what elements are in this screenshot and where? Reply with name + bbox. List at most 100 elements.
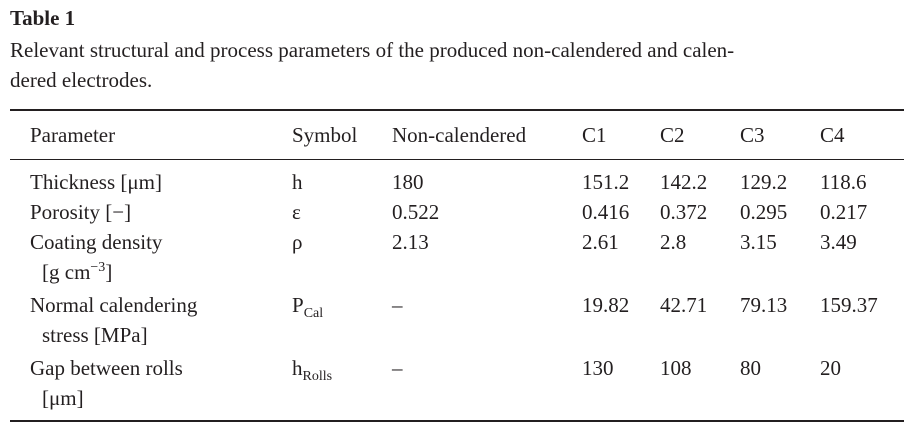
top-rule bbox=[10, 109, 904, 111]
parameter-text: Porosity [−] bbox=[30, 200, 132, 224]
value-cell: 3.49 bbox=[820, 230, 857, 254]
header-text: C3 bbox=[740, 123, 765, 147]
symbol-cell: hRolls bbox=[292, 356, 332, 384]
value-cell: 2.13 bbox=[392, 230, 429, 254]
header-cell: Parameter bbox=[30, 123, 115, 147]
symbol-cell: ρ bbox=[292, 230, 302, 254]
subscript: Cal bbox=[303, 306, 324, 322]
value-text: – bbox=[392, 293, 403, 317]
parameter-cell: Coating density bbox=[30, 230, 162, 254]
value-text: 151.2 bbox=[582, 170, 630, 194]
table-title: Table 1 bbox=[10, 6, 76, 30]
value-cell: 159.37 bbox=[820, 293, 878, 317]
value-cell: 142.2 bbox=[660, 170, 707, 194]
header-cell: C4 bbox=[820, 123, 845, 147]
parameter-text: Thickness [μm] bbox=[30, 170, 162, 194]
value-text: 0.522 bbox=[392, 200, 440, 224]
symbol-text: h bbox=[292, 170, 303, 194]
value-cell: – bbox=[392, 356, 403, 380]
symbol-text: ρ bbox=[292, 230, 303, 254]
value-text: 108 bbox=[660, 356, 692, 380]
value-cell: 151.2 bbox=[582, 170, 629, 194]
value-text: 19.82 bbox=[582, 293, 630, 317]
header-cell: C2 bbox=[660, 123, 685, 147]
value-text: 79.13 bbox=[740, 293, 788, 317]
value-text: 159.37 bbox=[820, 293, 878, 317]
value-text: 80 bbox=[740, 356, 761, 380]
bottom-rule bbox=[10, 420, 904, 422]
parameter-text: Coating density bbox=[30, 230, 163, 254]
symbol-text: ε bbox=[292, 200, 301, 224]
symbol-cell: PCal bbox=[292, 293, 323, 321]
header-text: Non-calendered bbox=[392, 123, 527, 147]
parameter-cell: [g cm−3] bbox=[42, 260, 112, 284]
value-text: 118.6 bbox=[820, 170, 867, 194]
value-text: 3.49 bbox=[820, 230, 857, 254]
value-text: 20 bbox=[820, 356, 841, 380]
value-text: 0.217 bbox=[820, 200, 868, 224]
value-cell: 108 bbox=[660, 356, 692, 380]
symbol-text: P bbox=[292, 293, 304, 317]
header-text: C2 bbox=[660, 123, 685, 147]
parameter-text: Normal calendering bbox=[30, 293, 198, 317]
value-cell: 3.15 bbox=[740, 230, 777, 254]
symbol-cell: h bbox=[292, 170, 303, 194]
header-cell: C1 bbox=[582, 123, 607, 147]
header-rule bbox=[10, 159, 904, 160]
value-text: 129.2 bbox=[740, 170, 788, 194]
value-cell: 130 bbox=[582, 356, 614, 380]
value-cell: 0.372 bbox=[660, 200, 707, 224]
parameter-cell: Gap between rolls bbox=[30, 356, 183, 380]
value-cell: 180 bbox=[392, 170, 424, 194]
value-cell: 42.71 bbox=[660, 293, 707, 317]
value-text: 142.2 bbox=[660, 170, 708, 194]
value-cell: 20 bbox=[820, 356, 841, 380]
parameter-text: ] bbox=[105, 260, 113, 284]
parameter-cell: [μm] bbox=[42, 386, 84, 410]
value-cell: 118.6 bbox=[820, 170, 866, 194]
caption-line: dered electrodes. bbox=[10, 68, 153, 92]
parameter-text: Gap between rolls bbox=[30, 356, 183, 380]
value-text: 0.372 bbox=[660, 200, 708, 224]
value-cell: 2.61 bbox=[582, 230, 619, 254]
header-text: C4 bbox=[820, 123, 845, 147]
value-cell: 2.8 bbox=[660, 230, 686, 254]
value-cell: 129.2 bbox=[740, 170, 787, 194]
header-text: Symbol bbox=[292, 123, 358, 147]
header-cell: Symbol bbox=[292, 123, 357, 147]
superscript: −3 bbox=[90, 260, 106, 275]
caption-line: Relevant structural and process paramete… bbox=[10, 38, 735, 62]
value-cell: 0.416 bbox=[582, 200, 629, 224]
header-text: Parameter bbox=[30, 123, 116, 147]
parameter-text: stress [MPa] bbox=[42, 323, 148, 347]
value-text: – bbox=[392, 356, 403, 380]
value-text: 0.295 bbox=[740, 200, 788, 224]
value-cell: – bbox=[392, 293, 403, 317]
parameter-cell: stress [MPa] bbox=[42, 323, 148, 347]
symbol-cell: ε bbox=[292, 200, 301, 224]
header-text: C1 bbox=[582, 123, 607, 147]
parameter-text: [g cm bbox=[42, 260, 91, 284]
parameter-cell: Porosity [−] bbox=[30, 200, 131, 224]
parameter-cell: Thickness [μm] bbox=[30, 170, 162, 194]
symbol-text: h bbox=[292, 356, 303, 380]
value-text: 2.61 bbox=[582, 230, 619, 254]
parameter-cell: Normal calendering bbox=[30, 293, 197, 317]
header-cell: C3 bbox=[740, 123, 765, 147]
value-text: 2.13 bbox=[392, 230, 429, 254]
value-text: 2.8 bbox=[660, 230, 687, 254]
value-text: 180 bbox=[392, 170, 424, 194]
value-cell: 0.217 bbox=[820, 200, 867, 224]
value-text: 42.71 bbox=[660, 293, 708, 317]
subscript: Rolls bbox=[302, 369, 333, 385]
value-text: 3.15 bbox=[740, 230, 777, 254]
value-cell: 80 bbox=[740, 356, 761, 380]
value-cell: 0.522 bbox=[392, 200, 439, 224]
value-cell: 0.295 bbox=[740, 200, 787, 224]
parameter-text: [μm] bbox=[42, 386, 84, 410]
value-cell: 19.82 bbox=[582, 293, 629, 317]
value-text: 130 bbox=[582, 356, 614, 380]
value-text: 0.416 bbox=[582, 200, 630, 224]
value-cell: 79.13 bbox=[740, 293, 787, 317]
